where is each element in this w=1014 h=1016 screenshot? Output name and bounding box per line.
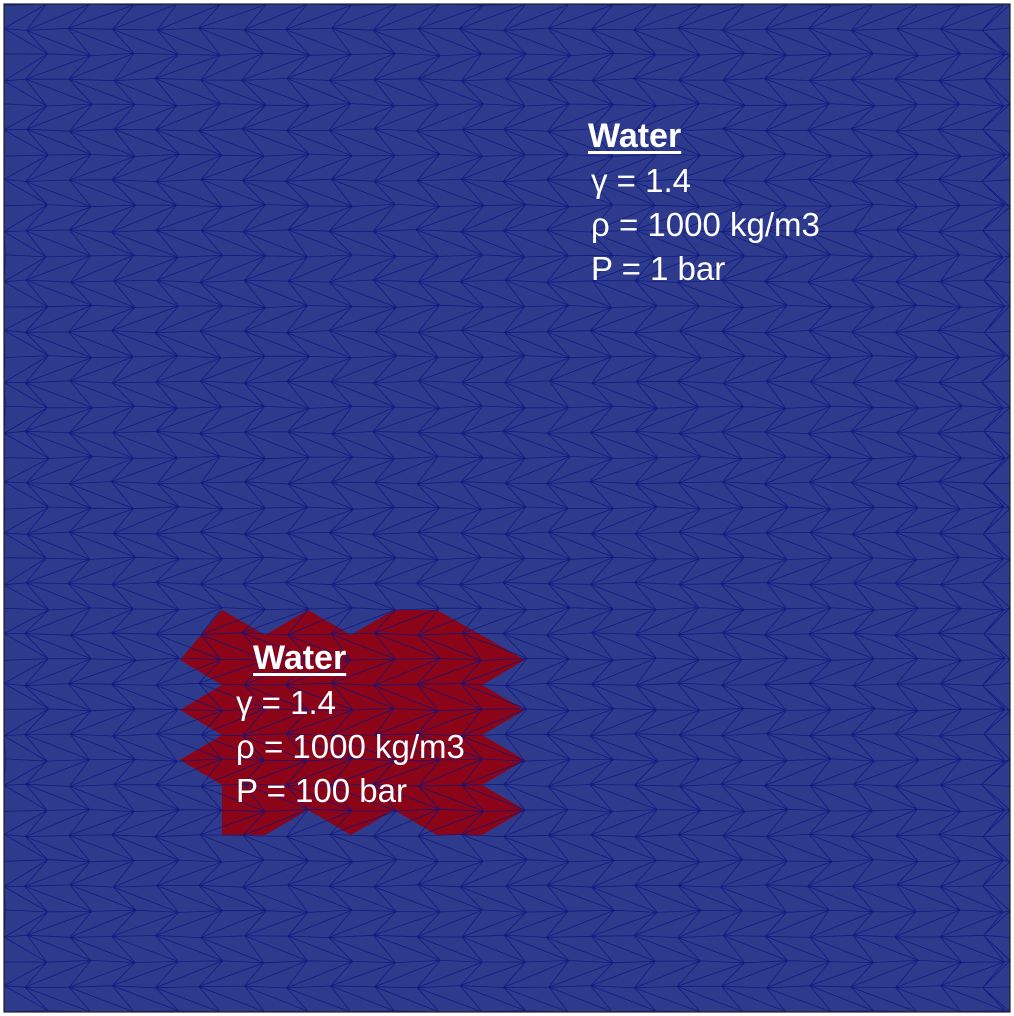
domain-border [3,3,1011,1013]
high-pressure-gamma: γ = 1.4 [236,684,336,721]
ambient-density: ρ = 1000 kg/m3 [591,206,820,243]
high-pressure-pressure: P = 100 bar [236,772,407,809]
high-pressure-region [180,610,525,835]
ambient-pressure: P = 1 bar [591,250,726,287]
high-pressure-patch [180,610,525,835]
high-pressure-density: ρ = 1000 kg/m3 [236,728,465,765]
ambient-region-label: Water γ = 1.4 ρ = 1000 kg/m3 P = 1 bar [588,119,820,285]
ambient-material-name: Water [588,117,682,155]
high-pressure-material-name: Water [253,639,347,677]
ambient-gamma: γ = 1.4 [591,162,691,199]
high-pressure-region-label: Water γ = 1.4 ρ = 1000 kg/m3 P = 100 bar [236,641,465,807]
